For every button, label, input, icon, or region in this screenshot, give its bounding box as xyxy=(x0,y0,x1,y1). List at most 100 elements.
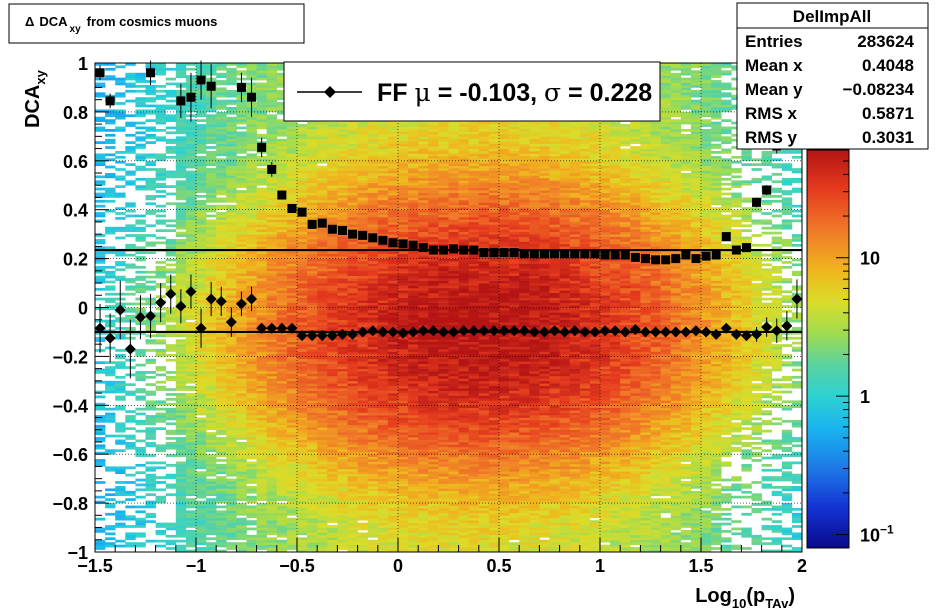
heatmap-cell xyxy=(337,366,348,369)
heatmap-cell xyxy=(276,378,288,382)
heatmap-cell xyxy=(95,368,106,372)
heatmap-cell xyxy=(377,525,389,528)
heatmap-cell xyxy=(297,173,308,176)
heatmap-cell xyxy=(387,368,399,372)
heatmap-cell xyxy=(196,488,207,492)
heatmap-cell xyxy=(377,375,389,379)
heatmap-cell xyxy=(297,434,308,438)
heatmap-cell xyxy=(175,195,187,198)
heatmap-cell xyxy=(196,463,207,467)
heatmap-cell xyxy=(357,378,368,382)
heatmap-cell xyxy=(347,537,358,541)
heatmap-cell xyxy=(135,532,146,536)
heatmap-cell xyxy=(105,493,116,497)
heatmap-cell xyxy=(216,229,227,232)
heatmap-cell xyxy=(317,229,328,232)
heatmap-cell xyxy=(398,542,409,545)
heatmap-cell xyxy=(286,371,298,374)
heatmap-cell xyxy=(155,138,166,142)
heatmap-cell xyxy=(216,104,227,108)
heatmap-cell xyxy=(367,358,379,362)
heatmap-cell xyxy=(347,366,358,369)
heatmap-cell xyxy=(246,258,257,262)
heatmap-cell xyxy=(155,63,166,66)
heatmap-cell xyxy=(266,481,278,484)
heatmap-cell xyxy=(317,241,328,245)
heatmap-cell xyxy=(196,168,207,171)
heatmap-cell xyxy=(125,525,136,528)
heatmap-cell xyxy=(307,505,318,509)
heatmap-cell xyxy=(327,517,338,521)
heatmap-cell xyxy=(236,143,247,147)
heatmap-cell xyxy=(246,476,257,479)
heatmap-cell xyxy=(387,138,399,142)
heatmap-cell xyxy=(347,270,358,274)
heatmap-cell xyxy=(125,309,136,313)
heatmap-cell xyxy=(347,415,358,418)
heatmap-cell xyxy=(387,131,399,135)
heatmap-cell xyxy=(256,195,267,198)
heatmap-cell xyxy=(206,324,217,328)
heatmap-cell xyxy=(246,468,257,472)
heatmap-cell xyxy=(367,182,379,186)
heatmap-cell xyxy=(266,261,278,264)
heatmap-cell xyxy=(317,236,328,240)
heatmap-cell xyxy=(185,307,197,311)
heatmap-cell xyxy=(155,412,166,416)
heatmap-cell xyxy=(276,246,288,250)
heatmap-cell xyxy=(185,180,197,184)
heatmap-cell xyxy=(377,283,389,286)
heatmap-cell xyxy=(155,104,166,108)
heatmap-cell xyxy=(387,412,399,416)
heatmap-cell xyxy=(276,175,288,179)
heatmap-cell xyxy=(165,375,177,379)
heatmap-cell xyxy=(286,285,298,289)
heatmap-cell xyxy=(236,393,247,396)
heatmap-cell xyxy=(377,349,389,352)
heatmap-cell xyxy=(297,180,308,184)
heatmap-cell xyxy=(125,114,136,118)
heatmap-cell xyxy=(246,549,257,552)
heatmap-cell xyxy=(216,151,227,154)
heatmap-cell xyxy=(307,383,318,387)
heatmap-cell xyxy=(347,542,358,545)
heatmap-cell xyxy=(256,187,267,191)
heatmap-cell xyxy=(246,361,257,365)
heatmap-cell xyxy=(307,498,318,501)
heatmap-cell xyxy=(256,429,267,433)
heatmap-cell xyxy=(256,126,267,130)
heatmap-cell xyxy=(236,141,247,144)
heatmap-cell xyxy=(347,192,358,196)
heatmap-cell xyxy=(175,141,187,144)
heatmap-cell xyxy=(286,141,298,144)
heatmap-cell xyxy=(266,197,278,201)
heatmap-cell xyxy=(276,89,288,93)
heatmap-cell xyxy=(256,400,267,404)
heatmap-cell xyxy=(226,424,237,428)
heatmap-cell xyxy=(155,476,166,479)
heatmap-cell xyxy=(286,185,298,188)
heatmap-cell xyxy=(276,268,288,272)
heatmap-cell xyxy=(196,187,207,191)
heatmap-cell xyxy=(135,165,146,169)
heatmap-cell xyxy=(256,476,267,479)
heatmap-cell xyxy=(307,434,318,438)
heatmap-cell xyxy=(256,87,267,91)
heatmap-cell xyxy=(276,77,288,81)
heatmap-cell xyxy=(317,322,328,325)
heatmap-cell xyxy=(317,182,328,186)
heatmap-cell xyxy=(226,251,237,254)
heatmap-cell xyxy=(337,397,348,401)
heatmap-cell xyxy=(347,278,358,281)
heatmap-cell xyxy=(347,344,358,347)
heatmap-cell xyxy=(327,468,338,472)
heatmap-cell xyxy=(125,141,136,144)
heatmap-cell xyxy=(297,444,308,448)
heatmap-cell xyxy=(317,283,328,286)
heatmap-cell xyxy=(307,490,318,494)
heatmap-cell xyxy=(175,395,187,399)
heatmap-cell xyxy=(317,155,328,159)
heatmap-cell xyxy=(317,251,328,254)
heatmap-cell xyxy=(377,131,389,135)
heatmap-cell xyxy=(175,219,187,223)
